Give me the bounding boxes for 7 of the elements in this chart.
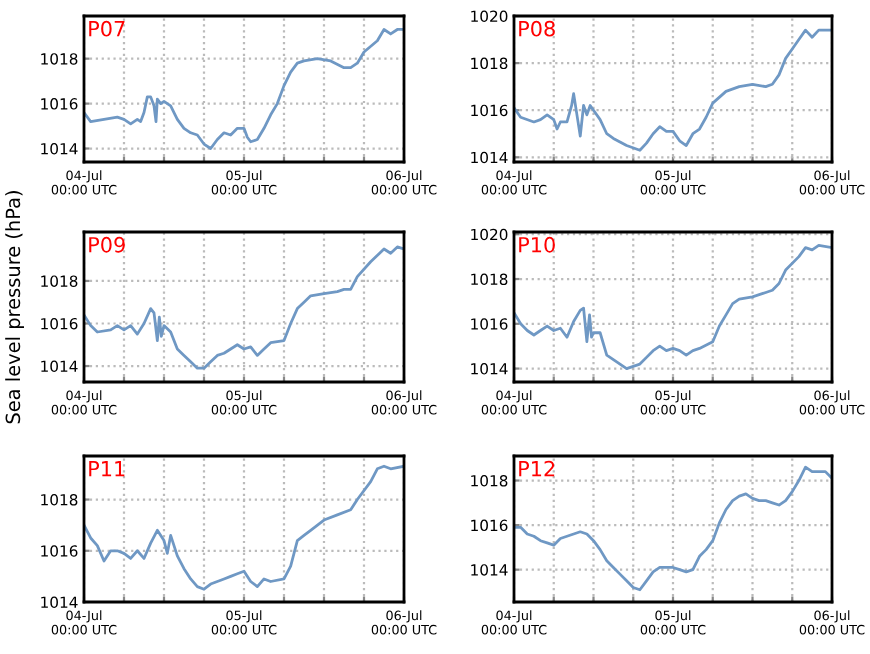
y-axis-title: Sea level pressure (hPa): [5, 191, 24, 424]
chart-title: P09: [89, 236, 125, 253]
chart-title: P07: [89, 20, 125, 37]
chart-title: P08: [519, 20, 555, 37]
chart-title: P10: [519, 236, 555, 253]
chart-title: P12: [519, 460, 555, 477]
chart-title: P11: [89, 461, 125, 477]
